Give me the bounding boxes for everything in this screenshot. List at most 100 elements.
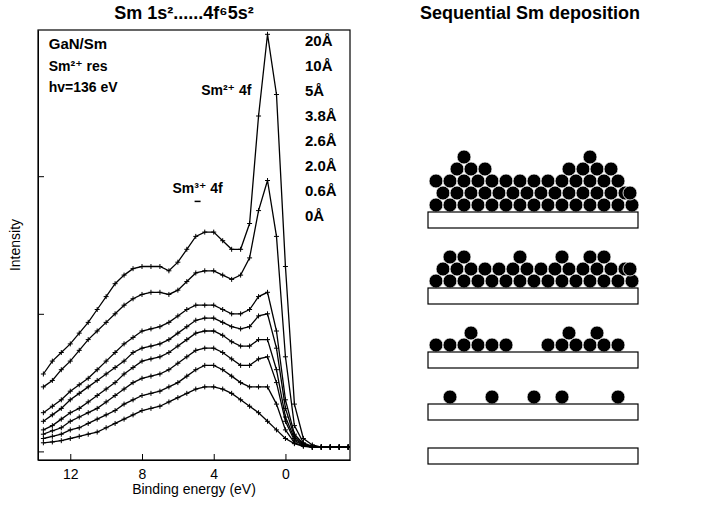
data-point bbox=[346, 445, 350, 450]
annotation: hv=136 eV bbox=[49, 79, 119, 95]
data-point bbox=[104, 399, 109, 404]
sm-atom bbox=[569, 174, 583, 188]
annotation: Sm²⁺ 4f bbox=[201, 82, 252, 98]
data-point bbox=[184, 324, 189, 329]
data-point bbox=[256, 410, 261, 415]
data-point bbox=[95, 378, 100, 383]
data-point bbox=[265, 32, 270, 37]
data-point bbox=[283, 427, 288, 432]
sm-atom bbox=[583, 250, 597, 264]
legend-entry: 5Å bbox=[305, 82, 324, 99]
data-point bbox=[157, 404, 162, 409]
x-tick-mark bbox=[142, 454, 143, 460]
data-point bbox=[122, 417, 127, 422]
data-point bbox=[175, 331, 180, 336]
sm-atom bbox=[436, 262, 450, 276]
sm-atom bbox=[499, 198, 513, 212]
data-point bbox=[256, 356, 261, 361]
sm-atom bbox=[506, 262, 520, 276]
data-point bbox=[86, 410, 91, 415]
data-point bbox=[193, 270, 198, 275]
data-point bbox=[131, 380, 136, 385]
legend-entry: 3.8Å bbox=[305, 107, 337, 124]
sm-atom bbox=[443, 250, 457, 264]
data-point bbox=[131, 266, 136, 271]
data-point bbox=[50, 359, 55, 364]
data-point bbox=[131, 335, 136, 340]
x-axis: 12840 bbox=[39, 454, 351, 482]
data-point bbox=[166, 350, 171, 355]
sm-atom bbox=[443, 174, 457, 188]
data-point bbox=[238, 397, 243, 402]
data-point bbox=[193, 318, 198, 323]
sm-atom bbox=[464, 326, 478, 340]
data-point bbox=[77, 391, 82, 396]
data-point bbox=[148, 406, 153, 411]
data-point bbox=[319, 445, 324, 450]
data-point bbox=[131, 397, 136, 402]
data-point bbox=[256, 384, 261, 389]
data-point bbox=[202, 316, 207, 321]
data-point bbox=[131, 350, 136, 355]
data-point bbox=[157, 389, 162, 394]
data-point bbox=[59, 350, 64, 355]
data-point bbox=[202, 346, 207, 351]
data-point bbox=[211, 363, 216, 368]
data-point bbox=[247, 307, 252, 312]
substrate bbox=[428, 352, 638, 368]
data-point bbox=[238, 363, 243, 368]
data-point bbox=[328, 445, 333, 450]
y-tick bbox=[38, 451, 44, 452]
data-point bbox=[310, 445, 315, 450]
sm-atom bbox=[562, 186, 576, 200]
sm-atom bbox=[569, 274, 583, 288]
data-point bbox=[68, 359, 73, 364]
data-point bbox=[184, 247, 189, 252]
data-point bbox=[86, 432, 91, 437]
data-point bbox=[337, 445, 342, 450]
data-point bbox=[202, 268, 207, 273]
data-point bbox=[247, 404, 252, 409]
data-point bbox=[193, 303, 198, 308]
sm-atom bbox=[604, 162, 618, 176]
data-point bbox=[211, 316, 216, 321]
data-point bbox=[50, 428, 55, 433]
data-point bbox=[86, 320, 91, 325]
series bbox=[41, 178, 350, 450]
spectrum-line bbox=[43, 34, 348, 447]
data-point bbox=[220, 320, 225, 325]
data-point bbox=[113, 281, 118, 286]
y-tick bbox=[38, 176, 44, 177]
sm-atom bbox=[499, 274, 513, 288]
x-tick-mark bbox=[214, 454, 215, 460]
legend-entry: 0Å bbox=[305, 207, 324, 224]
annotation: Sm³⁺ 4f bbox=[172, 180, 223, 196]
deposition-stage bbox=[428, 326, 638, 368]
sm-atom bbox=[471, 338, 485, 352]
data-point bbox=[265, 337, 270, 342]
data-point bbox=[131, 412, 136, 417]
data-point bbox=[113, 421, 118, 426]
data-point bbox=[220, 333, 225, 338]
sm-atom bbox=[623, 262, 637, 276]
annotation: Sm²⁺ res bbox=[49, 58, 108, 74]
sm-atom bbox=[492, 186, 506, 200]
sm-atom bbox=[541, 174, 555, 188]
legend-entry: 20Å bbox=[305, 32, 333, 49]
series bbox=[41, 384, 350, 449]
data-point bbox=[247, 384, 252, 389]
data-point bbox=[86, 421, 91, 426]
data-point bbox=[265, 354, 270, 359]
data-point bbox=[346, 445, 350, 450]
sm-atom bbox=[604, 262, 618, 276]
sm-atom bbox=[471, 274, 485, 288]
sm-atom bbox=[569, 338, 583, 352]
sm-atom bbox=[562, 262, 576, 276]
data-point bbox=[104, 320, 109, 325]
figure: Sm 1s²......4f⁶5s²12840Binding energy (e… bbox=[0, 0, 704, 518]
x-tick-mark bbox=[70, 454, 71, 460]
sm-atom bbox=[555, 338, 569, 352]
data-point bbox=[328, 445, 333, 450]
data-point bbox=[113, 311, 118, 316]
data-point bbox=[86, 337, 91, 342]
